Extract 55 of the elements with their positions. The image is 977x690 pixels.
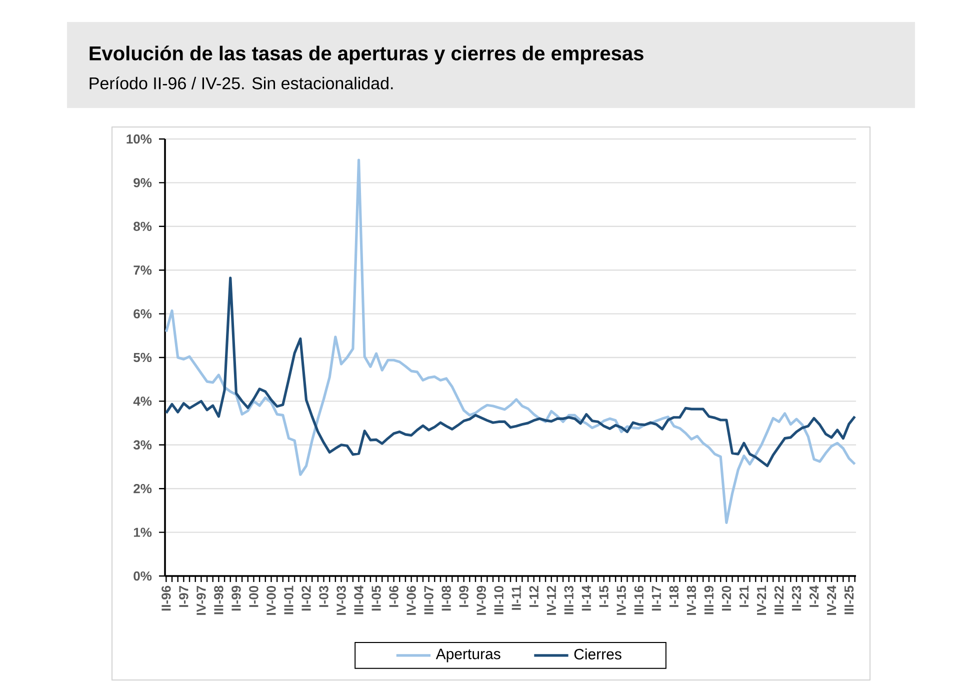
y-tick-label: 6%: [134, 309, 152, 318]
x-tick-label: II-20: [722, 586, 732, 611]
x-tick-label: II-08: [442, 586, 451, 611]
x-tick-label: I-00: [249, 586, 258, 607]
x-tick-label: IV-06: [406, 586, 416, 615]
x-tick-label: III-01: [284, 586, 294, 614]
legend-label: Cierres: [574, 648, 622, 660]
x-tick-label: II-11: [512, 586, 521, 610]
x-tick-label: III-13: [564, 586, 574, 614]
x-tick-label: III-04: [354, 585, 364, 614]
x-tick-label: III-25: [844, 586, 854, 614]
x-tick-label: II-17: [652, 586, 661, 611]
x-tick-label: III-10: [494, 586, 504, 614]
y-tick-label: 1%: [134, 528, 152, 537]
x-tick-label: I-97: [179, 586, 188, 607]
x-tick-label: I-06: [389, 586, 398, 607]
x-tick-label: I-18: [669, 586, 679, 607]
x-tick-label: I-24: [809, 585, 819, 607]
x-tick-label: I-09: [459, 586, 468, 607]
y-tick-label: 5%: [134, 352, 152, 362]
x-tick-label: IV-09: [476, 586, 486, 615]
x-tick-label: IV-03: [336, 586, 346, 615]
y-tick-label: 4%: [133, 396, 152, 406]
y-tick-label: 3%: [133, 440, 152, 450]
y-tick-label: 9%: [134, 178, 152, 188]
x-tick-label: III-98: [214, 586, 224, 614]
y-tick-label: 0%: [134, 571, 152, 581]
x-tick-label: II-14: [582, 585, 591, 611]
x-tick-label: II-02: [302, 586, 311, 611]
x-tick-label: II-96: [162, 586, 171, 611]
x-tick-label: III-22: [774, 586, 784, 614]
x-tick-label: IV-18: [686, 586, 696, 615]
x-tick-label: III-07: [424, 586, 434, 614]
x-tick-label: IV-21: [756, 586, 766, 615]
x-tick-label: IV-12: [546, 586, 556, 615]
chart-subtitle: Período II-96 / IV-25. Sin estacionalidad.: [90, 76, 393, 90]
y-tick-label: 10%: [126, 134, 152, 144]
x-tick-label: I-03: [319, 586, 328, 607]
x-tick-label: IV-00: [266, 586, 276, 615]
x-tick-label: II-23: [792, 586, 802, 611]
x-tick-label: II-99: [232, 586, 241, 611]
y-tick-label: 7%: [134, 266, 152, 275]
x-tick-label: IV-15: [616, 586, 626, 615]
x-tick-label: IV-97: [196, 586, 206, 615]
chart-title: Evolución de las tasas de aperturas y cierres de empresas: [90, 46, 644, 64]
x-tick-label: I-12: [529, 586, 538, 607]
legend-label: Aperturas: [436, 648, 500, 662]
x-tick-label: IV-24: [826, 585, 836, 615]
x-tick-label: III-16: [634, 586, 644, 614]
x-tick-label: II-05: [372, 586, 381, 611]
y-tick-label: 8%: [134, 222, 152, 231]
y-tick-label: 2%: [134, 484, 152, 494]
x-tick-label: I-21: [739, 586, 748, 607]
x-tick-label: I-15: [599, 586, 608, 607]
x-tick-label: III-19: [704, 586, 714, 614]
